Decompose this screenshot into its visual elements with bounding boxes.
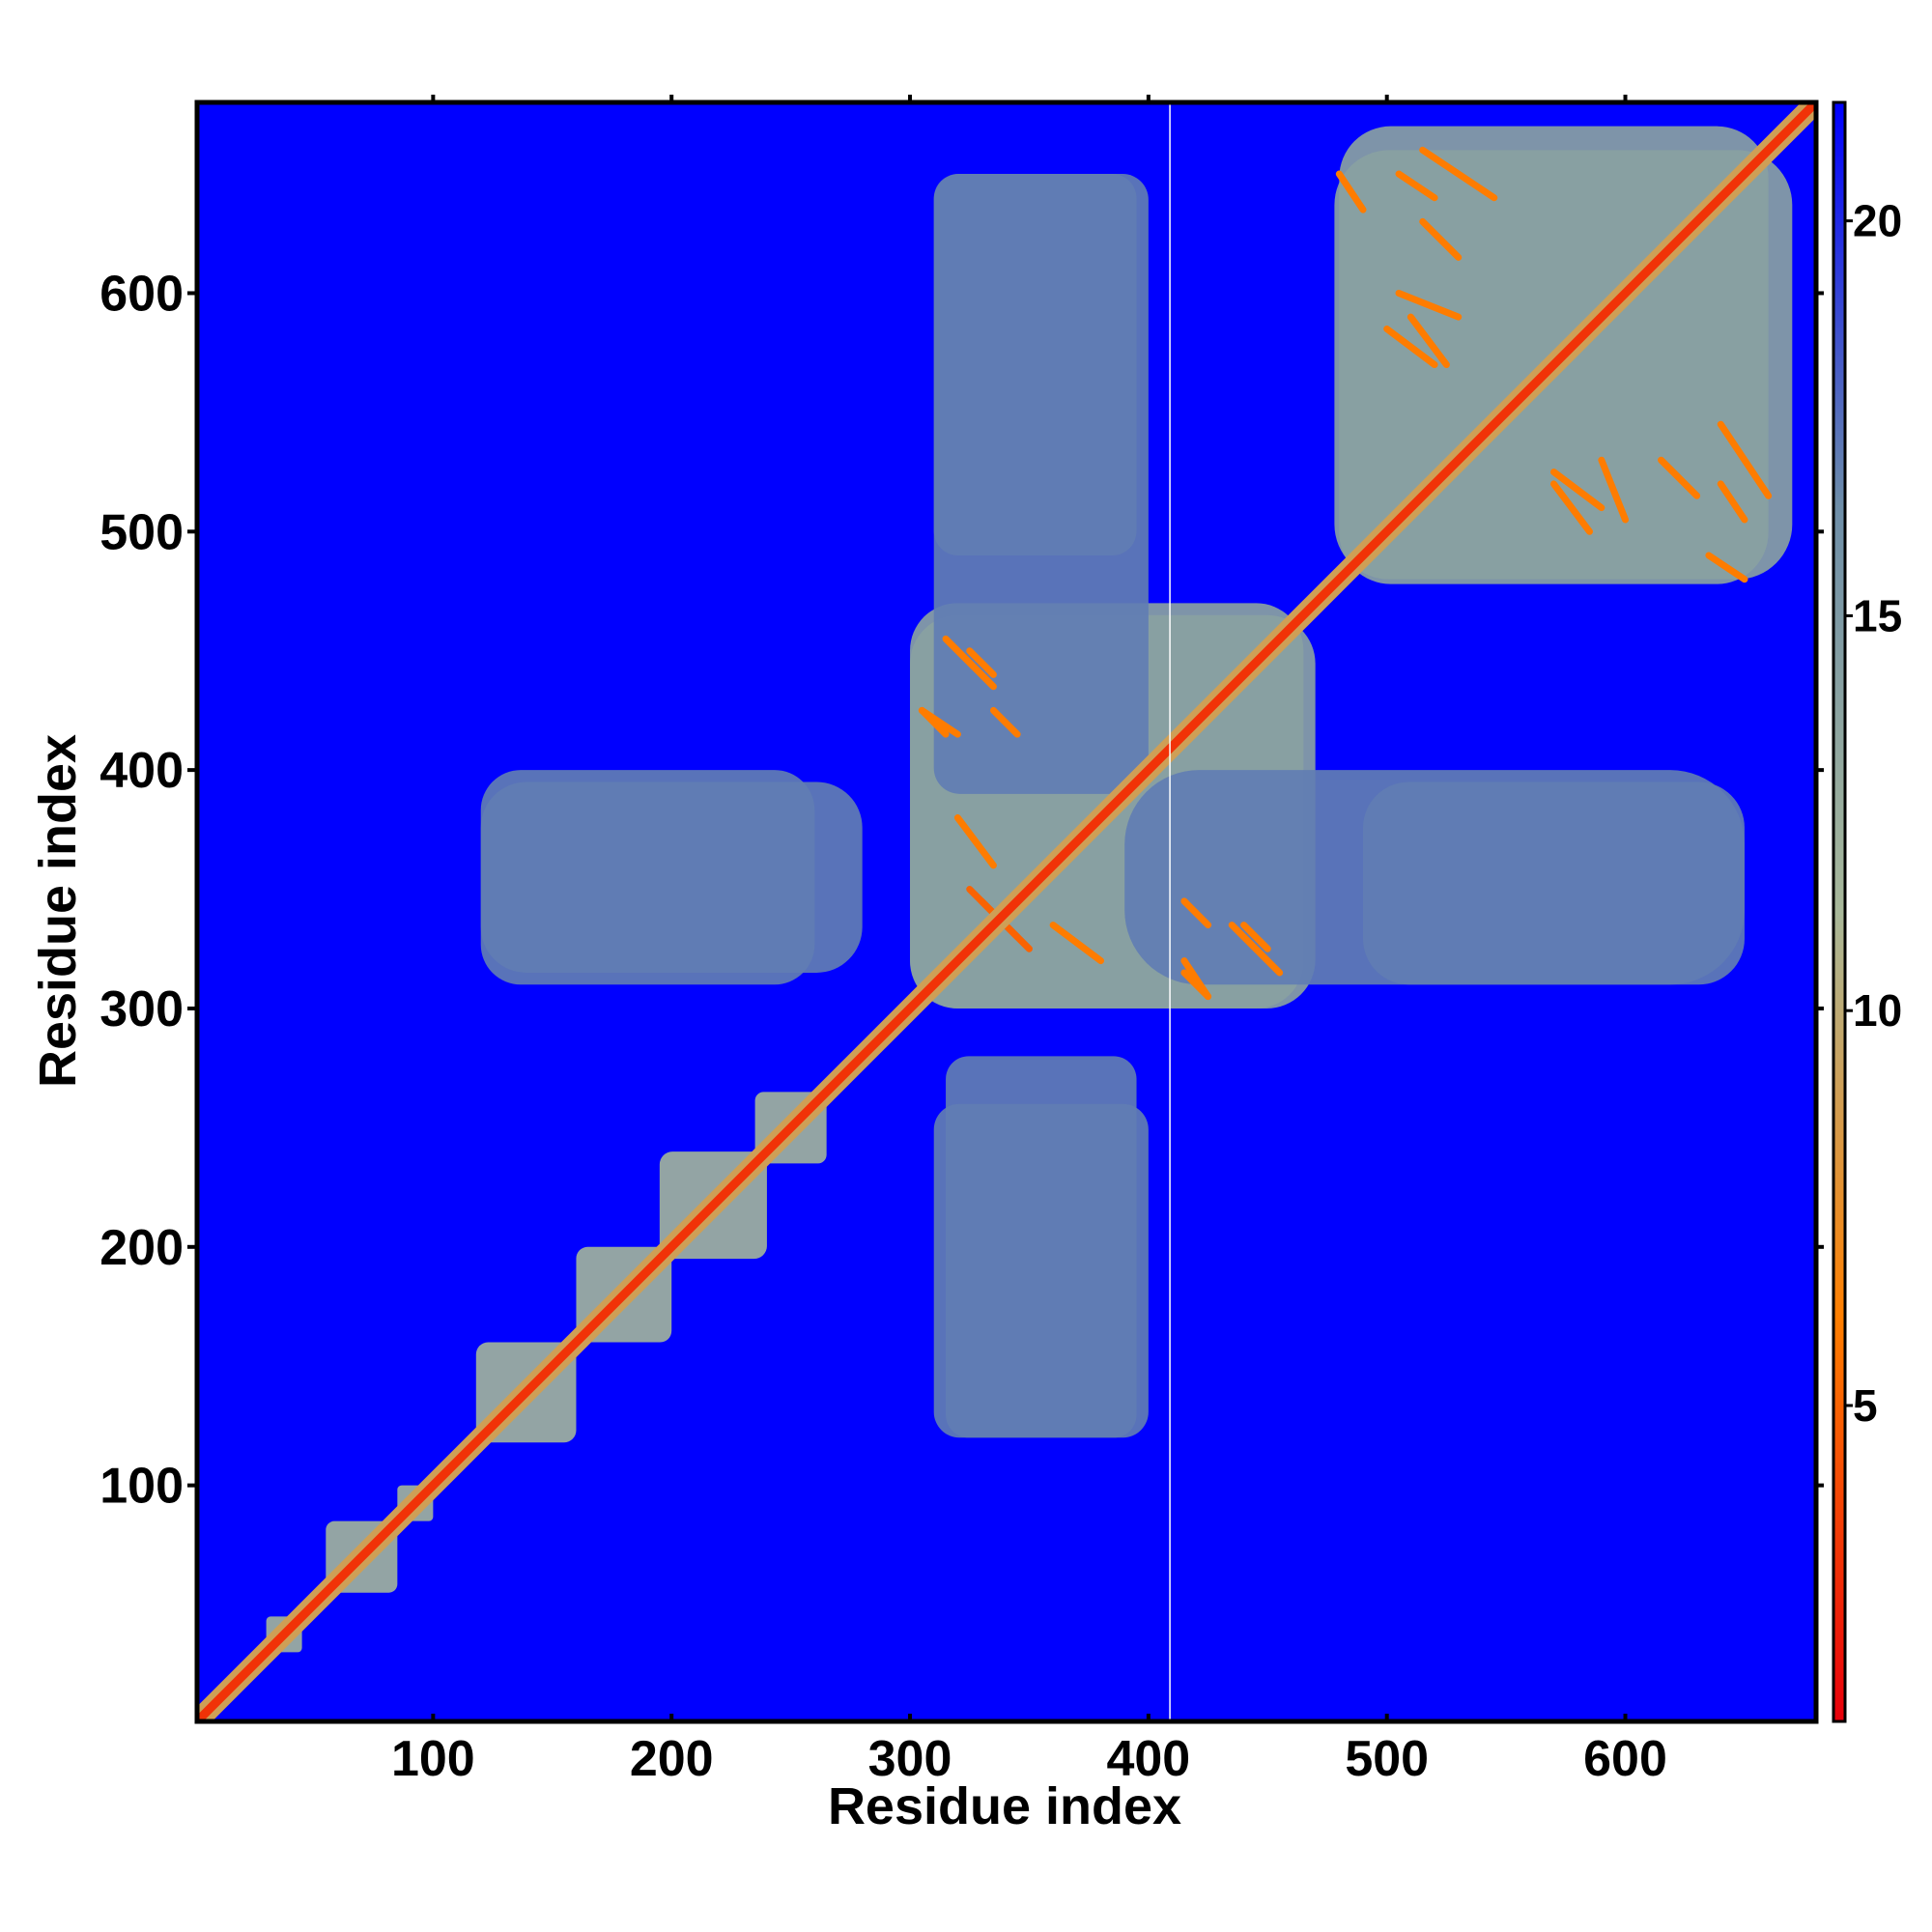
y-axis-title: Residue index <box>29 734 87 1088</box>
axes: 100 200 300 400 500 600 100 200 300 400 500 600 <box>99 95 1819 1787</box>
y-tick-label: 500 <box>99 504 184 560</box>
contact-band <box>1598 456 1630 524</box>
colorbar-tick-label: 20 <box>1853 196 1902 246</box>
contact-band <box>942 635 997 691</box>
heatmap-cells <box>197 102 1816 1721</box>
x-tick-label: 600 <box>1583 1731 1667 1787</box>
contact-band <box>1717 480 1748 524</box>
diagonal-line <box>197 102 1816 1721</box>
y-tick-label: 600 <box>99 266 184 322</box>
y-tick-label: 300 <box>99 981 184 1037</box>
plot-frame <box>194 99 1819 1724</box>
x-tick-label: 400 <box>1106 1731 1190 1787</box>
contact-block <box>480 770 815 985</box>
contact-band <box>1705 552 1748 583</box>
contact-block <box>1363 781 1745 985</box>
contact-band <box>1549 469 1605 512</box>
heatmap-area <box>197 102 1816 1721</box>
y-tick-label: 400 <box>99 743 184 799</box>
y-tick-label: 200 <box>99 1220 184 1276</box>
contact-band <box>989 706 1021 738</box>
contact-band <box>1240 922 1271 952</box>
contact-band <box>1549 480 1594 535</box>
colorbar-tick-label: 15 <box>1853 590 1902 640</box>
x-tick-label: 300 <box>868 1731 952 1787</box>
contact-band <box>1395 289 1463 321</box>
colorbar-tick-label: 5 <box>1853 1380 1878 1431</box>
contact-band <box>1180 969 1212 1001</box>
contact-band <box>953 814 997 869</box>
contact-band <box>1717 420 1773 499</box>
contact-band <box>918 706 950 738</box>
colorbar-tick-label: 10 <box>1853 985 1902 1036</box>
contact-block <box>933 174 1137 555</box>
x-axis-title: Residue index <box>828 1777 1181 1835</box>
contact-band <box>1658 456 1701 499</box>
contact-band <box>1395 170 1438 202</box>
x-tick-label: 500 <box>1345 1731 1429 1787</box>
contact-block <box>933 1103 1149 1438</box>
contact-band <box>1406 313 1450 369</box>
contact-band <box>1383 325 1438 369</box>
contact-band <box>1335 170 1367 213</box>
contact-band <box>1419 146 1498 202</box>
contact-band <box>1228 922 1284 977</box>
colorbar: 5 10 15 20 <box>1816 100 1902 1723</box>
contact-band <box>1180 897 1212 929</box>
colorbar-gradient <box>1832 100 1847 1723</box>
contact-band <box>966 647 997 678</box>
x-tick-label: 100 <box>391 1731 475 1787</box>
contact-band <box>1419 217 1463 261</box>
contact-band <box>1049 922 1104 965</box>
y-tick-label: 100 <box>99 1459 184 1515</box>
x-tick-label: 200 <box>630 1731 714 1787</box>
